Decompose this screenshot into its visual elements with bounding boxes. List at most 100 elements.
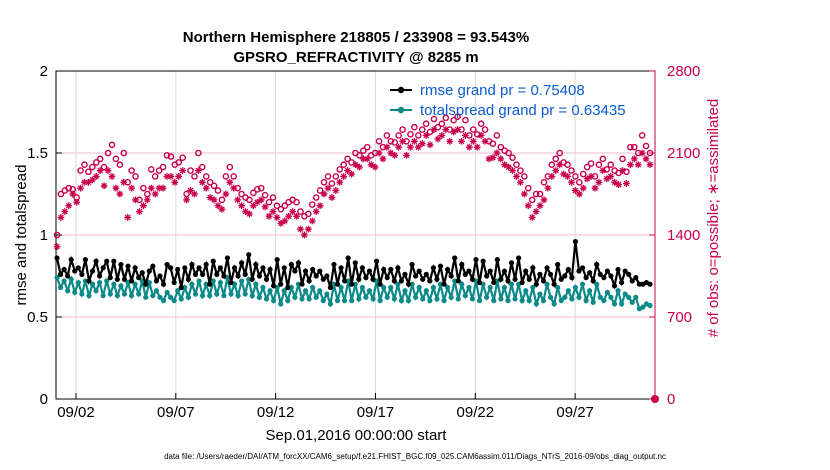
obs-assimilated-point <box>238 202 245 210</box>
obs-possible-point <box>395 132 402 139</box>
rmse-point <box>537 271 543 277</box>
totalspread-point <box>267 288 273 294</box>
totalspread-point <box>160 298 167 304</box>
obs-assimilated-point <box>226 178 234 186</box>
x-tick-label: 09/07 <box>157 404 195 421</box>
obs-possible-point <box>548 161 556 169</box>
legend: rmse grand pr = 0.75408 totalspread gran… <box>390 82 626 119</box>
obs-assimilated-point <box>116 190 124 198</box>
totalspread-point <box>313 294 319 300</box>
obs-possible-point <box>426 128 434 136</box>
obs-possible-point <box>195 149 202 157</box>
obs-possible-point <box>53 231 61 239</box>
rmse-point <box>430 265 436 271</box>
totalspread-point <box>537 291 543 297</box>
obs-assimilated-point <box>108 173 116 180</box>
totalspread-point <box>416 284 422 291</box>
obs-assimilated-point <box>230 184 238 192</box>
obs-possible-point <box>147 166 155 173</box>
rmse-point <box>423 271 429 277</box>
rmse-point <box>544 265 550 271</box>
obs-possible-point <box>222 173 230 180</box>
rmse-point <box>299 281 305 287</box>
obs-assimilated-point <box>100 182 108 190</box>
obs-possible-point <box>422 120 430 128</box>
totalspread-point <box>356 296 362 302</box>
series-layer <box>53 113 654 312</box>
obs-assimilated-point <box>548 173 556 180</box>
totalspread-point <box>388 284 394 291</box>
rmse-point <box>82 257 89 263</box>
rmse-point <box>519 279 525 286</box>
obs-possible-point <box>646 149 654 157</box>
rmse-point <box>57 271 64 277</box>
obs-possible-point <box>450 116 457 124</box>
y2-tick-label: 0 <box>667 391 675 408</box>
totalspread-point <box>239 278 245 284</box>
obs-assimilated-point <box>536 202 544 210</box>
obs-possible-point <box>85 168 92 176</box>
totalspread-point <box>413 294 419 300</box>
totalspread-point <box>633 294 639 300</box>
obs-possible-point <box>308 201 316 208</box>
rmse-point <box>363 275 369 281</box>
rmse-point <box>487 268 493 274</box>
obs-possible-point <box>81 161 88 169</box>
rmse-point <box>132 265 138 271</box>
obs-assimilated-point <box>312 208 320 215</box>
rmse-point <box>292 268 298 274</box>
obs-assimilated-point <box>403 151 410 159</box>
obs-assimilated-point <box>517 178 524 186</box>
totalspread-point <box>590 299 596 305</box>
obs-assimilated-point <box>348 170 355 178</box>
rmse-point <box>562 273 568 279</box>
obs-possible-point <box>481 126 489 133</box>
totalspread-point <box>349 298 355 304</box>
rmse-point <box>178 284 184 291</box>
obs-possible-point <box>57 190 65 198</box>
obs-possible-point <box>230 173 238 180</box>
totalspread-point <box>423 288 429 294</box>
totalspread-point <box>587 288 593 294</box>
totalspread-point <box>292 294 298 300</box>
obs-assimilated-point <box>520 190 528 198</box>
obs-possible-point <box>434 123 442 131</box>
rmse-point <box>100 265 106 271</box>
obs-possible-point <box>226 163 234 171</box>
totalspread-point <box>79 291 85 297</box>
totalspread-point <box>363 294 369 300</box>
obs-assimilated-point <box>422 132 430 139</box>
obs-possible-point <box>568 167 575 174</box>
obs-possible-point <box>191 173 198 180</box>
rmse-point <box>533 281 539 287</box>
rmse-point <box>175 266 181 273</box>
rmse-point <box>629 278 635 284</box>
totalspread-point <box>281 288 287 294</box>
rmse-point <box>547 271 554 277</box>
grid-lines <box>56 71 655 399</box>
totalspread-point <box>391 296 397 302</box>
rmse-point <box>459 261 465 268</box>
totalspread-point <box>97 279 103 286</box>
rmse-point <box>569 275 575 281</box>
totalspread-point <box>476 298 483 304</box>
obs-possible-point <box>615 169 622 177</box>
obs-assimilated-point <box>139 202 147 210</box>
rmse-point <box>505 278 511 284</box>
rmse-point <box>381 266 387 273</box>
rmse-point <box>182 265 188 271</box>
obs-possible-point <box>411 123 418 131</box>
x-tick-label: 09/27 <box>556 404 594 421</box>
rmse-point <box>356 276 362 282</box>
rmse-point <box>501 268 508 274</box>
obs-possible-point <box>536 190 544 198</box>
totalspread-point <box>359 284 365 291</box>
rmse-point <box>146 268 152 274</box>
rmse-point <box>79 271 85 277</box>
rmse-point <box>260 265 266 271</box>
obs-assimilated-point <box>626 161 634 169</box>
obs-possible-point <box>320 178 328 186</box>
obs-assimilated-point <box>257 196 265 204</box>
rmse-point <box>61 266 67 273</box>
totalspread-point <box>576 294 582 300</box>
